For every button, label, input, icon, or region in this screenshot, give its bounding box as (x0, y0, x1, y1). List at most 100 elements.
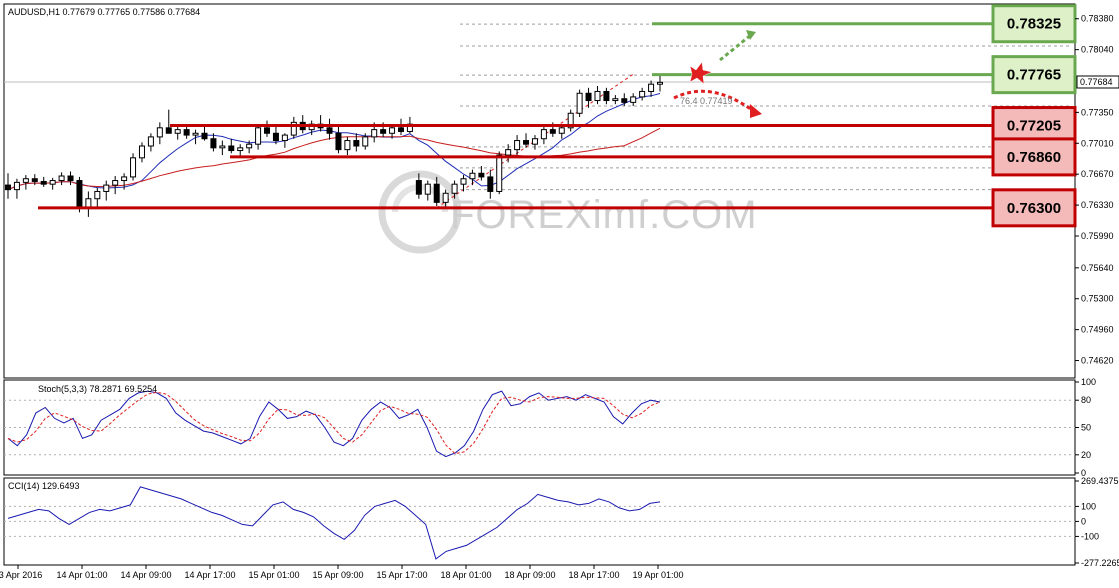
candle-bull (22, 178, 29, 183)
candle (94, 187, 101, 208)
candle-bear (523, 140, 530, 145)
candle (505, 144, 512, 163)
cci-tick-label: 100 (1081, 501, 1096, 511)
candle (246, 140, 253, 154)
cci-tick-label: -100 (1081, 531, 1099, 541)
candle (451, 180, 458, 199)
candle (201, 126, 208, 141)
time-tick-label: 19 Apr 01:00 (632, 570, 683, 580)
candle-bull (49, 180, 56, 185)
stoch-tick-label: 0 (1081, 468, 1086, 478)
candle (156, 122, 163, 145)
candle-bear (603, 90, 610, 102)
candle (58, 172, 65, 186)
candle (272, 126, 279, 145)
candle-bull (255, 127, 262, 145)
level-076860-box[interactable] (991, 137, 1077, 177)
candle-bull (558, 127, 565, 134)
time-tick-label: 14 Apr 09:00 (120, 570, 171, 580)
level-078325-label: 0.78325 (1007, 16, 1061, 33)
fib-label: 76.4 0.77419 (680, 96, 733, 106)
candle-bear (5, 184, 11, 191)
cci-tick-label: 0 (1081, 516, 1086, 526)
candle (487, 169, 494, 199)
candle-bear (478, 172, 485, 178)
candle (31, 174, 38, 186)
stoch-tick-label: 50 (1081, 423, 1091, 433)
candle-bull (540, 129, 547, 140)
candle (594, 86, 601, 105)
candle (603, 87, 610, 105)
stoch-main-line (7, 390, 661, 458)
candle (621, 93, 628, 106)
candle-bear (40, 180, 47, 185)
candle (514, 135, 521, 156)
time-tick-label: 18 Apr 17:00 (568, 570, 619, 580)
cci-line (7, 486, 661, 560)
level-076300-label: 0.76300 (1007, 200, 1061, 217)
candle-bear (585, 92, 592, 102)
bullish-arrowhead (746, 30, 756, 40)
candle-bull (630, 96, 637, 103)
level-076300-box[interactable] (991, 188, 1077, 228)
candle (255, 124, 262, 150)
candle (362, 133, 369, 150)
level-076860-label: 0.76860 (1007, 149, 1061, 166)
candle-bear (201, 132, 208, 140)
candle (40, 176, 47, 187)
level-078325-box[interactable] (991, 4, 1077, 44)
candle-bull (237, 147, 244, 152)
candle-bull (594, 90, 601, 102)
candle-bull (460, 178, 467, 185)
candle (147, 133, 154, 152)
candle (192, 129, 199, 145)
time-tick-label: 15 Apr 17:00 (376, 570, 427, 580)
price-tick-label: 0.76330 (1081, 200, 1114, 210)
candle (344, 136, 351, 156)
candle-bull (648, 83, 655, 92)
stoch-tick-label: 100 (1081, 377, 1096, 387)
candle (567, 109, 574, 132)
candle (130, 153, 137, 181)
price-tick-label: 0.74620 (1081, 356, 1114, 366)
candle-bear (487, 176, 494, 192)
bearish-arrow (673, 89, 753, 112)
time-tick-label: 13 Apr 2016 (0, 570, 42, 580)
candle-bull (362, 136, 369, 147)
breakout-burst-icon (689, 61, 713, 85)
candle-bull (138, 145, 145, 159)
time-tick-label: 18 Apr 01:00 (440, 570, 491, 580)
candle (433, 176, 440, 206)
candle (460, 175, 467, 192)
candle-bull (147, 136, 154, 147)
candle-bear (210, 138, 217, 149)
candle-bull (657, 81, 663, 85)
candle-bull (112, 180, 119, 186)
watermark: FOREXimf.COM (378, 170, 757, 254)
level-077765-box[interactable] (991, 55, 1077, 95)
main-chart-frame (3, 3, 1076, 379)
candle-bull (192, 132, 199, 136)
candle (648, 80, 655, 97)
candle-bear (415, 180, 422, 195)
candle-bull (514, 140, 521, 151)
candle-bull (639, 90, 646, 98)
candle (585, 87, 592, 108)
candle (326, 118, 333, 140)
price-tick-label: 0.77350 (1081, 107, 1114, 117)
candle-bear (264, 127, 271, 134)
candle-bear (183, 129, 190, 136)
candle-bull (442, 192, 449, 203)
candle (121, 173, 128, 190)
bearish-arrowhead (750, 104, 762, 118)
candle-bull (174, 129, 181, 134)
candle (469, 169, 476, 186)
candle-bull (219, 145, 226, 149)
candle-bull (246, 143, 253, 149)
stoch-signal-line (7, 391, 661, 455)
candle-bull (451, 183, 458, 194)
candle-bull (290, 121, 297, 136)
candle-bull (130, 157, 137, 178)
candle (478, 166, 485, 181)
candle-bull (389, 127, 396, 134)
